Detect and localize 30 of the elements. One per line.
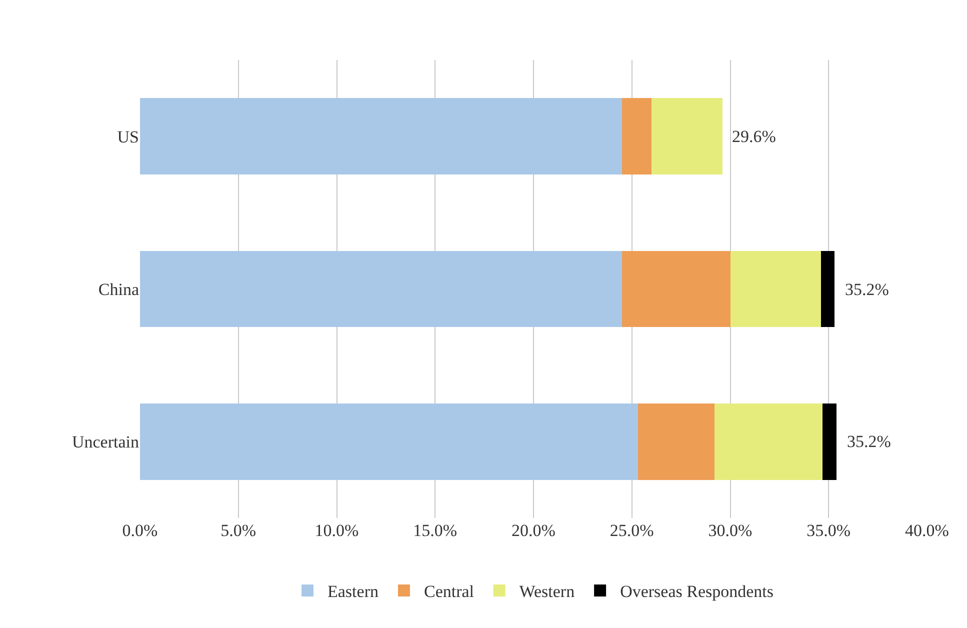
x-tick-label: 10.0% xyxy=(314,521,359,540)
bar xyxy=(730,250,821,328)
x-tick-label: 40.0% xyxy=(905,521,949,540)
y-tick-label: China xyxy=(98,280,140,299)
bar xyxy=(622,250,730,328)
bar xyxy=(638,404,715,480)
total-label: 35.2% xyxy=(845,280,889,299)
bar xyxy=(714,404,823,480)
legend-label: Central xyxy=(424,582,474,602)
y-tick-label: Uncertain xyxy=(72,432,140,452)
total-label: 29.6% xyxy=(732,127,776,146)
x-tick-label: 20.0% xyxy=(512,521,556,540)
bar xyxy=(140,404,638,480)
bar xyxy=(622,98,652,174)
bar xyxy=(140,98,622,174)
total-label: 35.2% xyxy=(847,432,891,451)
bar xyxy=(140,250,622,328)
x-tick-label: 25.0% xyxy=(610,521,654,540)
x-tick-label: 5.0% xyxy=(220,521,256,540)
bar xyxy=(820,250,835,328)
x-tick-label: 15.0% xyxy=(413,521,458,540)
bar xyxy=(652,98,722,174)
bar xyxy=(822,404,836,480)
x-tick-label: 35.0% xyxy=(806,521,851,540)
y-tick-label: US xyxy=(117,127,139,146)
x-tick-label: 30.0% xyxy=(708,521,752,540)
legend-label: Western xyxy=(519,582,576,602)
x-tick-label: 0.0% xyxy=(122,521,158,540)
legend-label: Overseas Respondents xyxy=(620,582,774,602)
legend-label: Eastern xyxy=(328,582,379,602)
